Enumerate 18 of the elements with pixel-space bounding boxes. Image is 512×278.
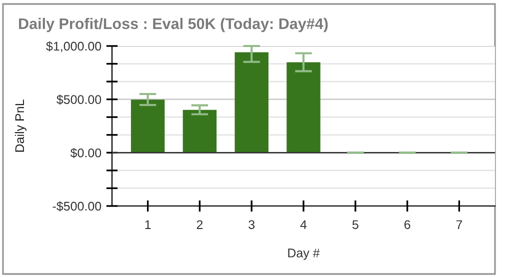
x-tick-label: 4	[300, 220, 307, 229]
x-axis-title: Day #	[288, 248, 320, 260]
x-tick-label: 3	[248, 220, 255, 230]
chart-title: Daily Profit/Loss : Eval 50K (Today: Day#4)	[19, 18, 328, 32]
x-tick-label: 1	[145, 220, 151, 229]
x-tick-label: 6	[404, 220, 410, 230]
x-tick-label: 7	[456, 220, 462, 229]
y-axis-title: Daily PnL	[14, 100, 27, 152]
y-tick-label: -$500.00	[52, 201, 102, 212]
y-tick-label: $1,000.00	[46, 41, 102, 52]
y-tick-label: $500.00	[56, 94, 102, 105]
x-tick-label: 5	[352, 220, 358, 230]
x-tick-label: 2	[196, 220, 203, 229]
y-tick-label: $0.00	[70, 148, 102, 158]
bar	[234, 52, 268, 153]
bar	[130, 100, 165, 153]
bar	[286, 62, 320, 153]
bar	[182, 110, 217, 153]
